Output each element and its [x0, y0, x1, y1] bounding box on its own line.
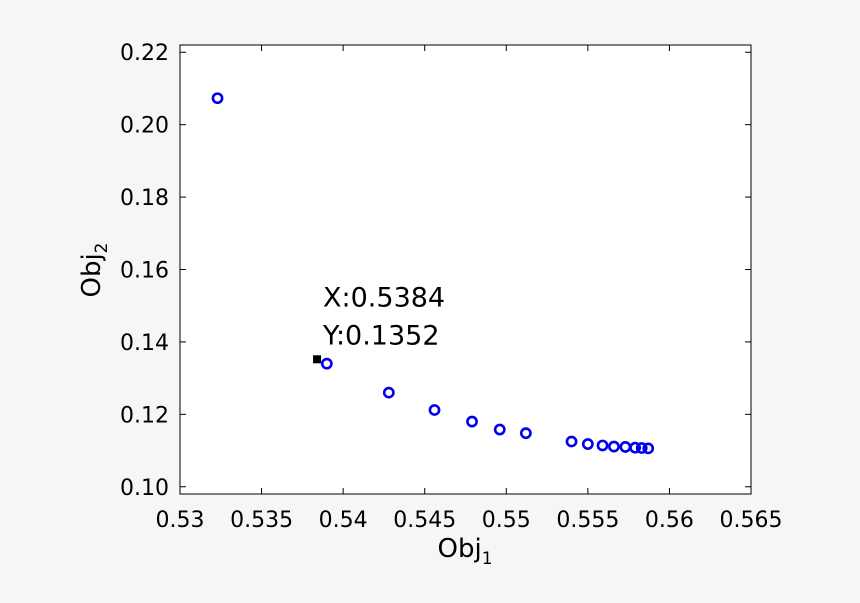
x-axis-title-base: Obj [437, 534, 481, 564]
data-point [608, 440, 620, 453]
y-tick-label: 0.14 [120, 331, 169, 356]
y-tick-label: 0.20 [120, 114, 169, 139]
x-tick-labels: 0.53 0.535 0.54 0.545 0.55 0.555 0.56 0.565 [156, 508, 783, 533]
x-tick-label: 0.555 [556, 508, 619, 533]
data-point [629, 441, 642, 454]
x-tick-label: 0.55 [482, 508, 531, 533]
y-tick-label: 0.18 [120, 186, 169, 211]
x-tick-label: 0.565 [720, 508, 783, 533]
y-tick-label: 0.22 [120, 41, 169, 66]
x-tick-label: 0.535 [230, 508, 293, 533]
y-axis-title-base: Obj [77, 253, 107, 297]
x-axis-title: Obj1 [437, 534, 492, 569]
x-tick-label: 0.54 [319, 508, 368, 533]
data-point [320, 357, 333, 370]
datatip-marker [313, 355, 322, 364]
data-point [635, 442, 648, 454]
axis-ticks [179, 45, 752, 494]
data-point [382, 386, 395, 399]
x-axis-title-subscript: 1 [482, 549, 493, 569]
data-point [596, 439, 609, 452]
x-tick-label: 0.545 [393, 508, 456, 533]
data-point [211, 92, 224, 105]
data-points [211, 92, 655, 455]
y-tick-label: 0.16 [120, 259, 169, 284]
y-tick-labels: 0.10 0.12 0.14 0.16 0.18 0.20 0.22 [120, 41, 169, 501]
datatip-x-label: X:0.5384 [323, 282, 445, 313]
plot-frame [179, 44, 752, 495]
x-tick-label: 0.53 [156, 508, 205, 533]
data-point [642, 442, 655, 455]
data-point [581, 438, 594, 450]
y-axis-title-subscript: 2 [92, 242, 112, 253]
y-tick-label: 0.12 [120, 403, 169, 428]
data-point [565, 435, 578, 448]
data-point [493, 423, 506, 436]
data-point [519, 427, 532, 440]
datatip-y-label: Y:0.1352 [322, 320, 439, 351]
data-point [466, 415, 478, 428]
x-tick-label: 0.56 [645, 508, 694, 533]
plot-area [180, 45, 751, 494]
data-point [428, 404, 441, 416]
y-axis-title: Obj2 [77, 242, 112, 297]
y-tick-label: 0.10 [120, 476, 169, 501]
